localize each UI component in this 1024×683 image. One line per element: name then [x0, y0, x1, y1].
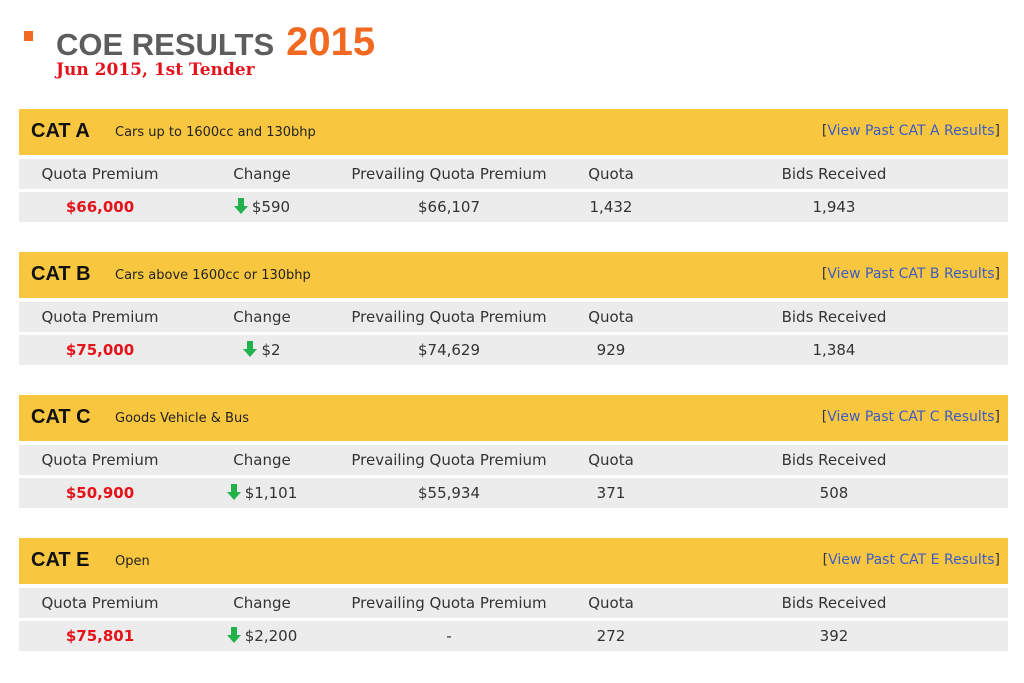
column-labels-row: Quota Premium Change Prevailing Quota Pr…: [19, 159, 1008, 189]
bids-received-value: 1,943: [812, 198, 856, 216]
prevailing-quota-premium-value: $55,934: [417, 484, 481, 502]
change-cell: $590: [181, 192, 343, 222]
category-panel-c: CAT C Goods Vehicle & Bus [View Past CAT…: [19, 395, 1008, 508]
category-panel-b: CAT B Cars above 1600cc or 130bhp [View …: [19, 252, 1008, 365]
prevailing-quota-premium-value: $74,629: [417, 341, 481, 359]
category-description: Cars above 1600cc or 130bhp: [115, 268, 311, 283]
values-row: $50,900 $1,101 $55,934 371 508: [19, 478, 1008, 508]
past-results-link-wrapper: [View Past CAT A Results]: [821, 123, 1000, 139]
quota-premium-value: $66,000: [65, 198, 135, 216]
quota-premium-value: $75,801: [65, 627, 135, 645]
quota-label: Quota: [588, 594, 634, 612]
prevailing-quota-premium-value: $66,107: [417, 198, 481, 216]
category-header: CAT C Goods Vehicle & Bus [View Past CAT…: [19, 395, 1008, 441]
change-value: $590: [251, 198, 291, 216]
bids-received-label: Bids Received: [781, 308, 887, 326]
quota-value: 272: [596, 627, 626, 645]
prevailing-quota-premium-label: Prevailing Quota Premium: [351, 165, 547, 183]
prevailing-quota-premium-label: Prevailing Quota Premium: [351, 451, 547, 469]
column-labels-row: Quota Premium Change Prevailing Quota Pr…: [19, 445, 1008, 475]
page-title-year: 2015: [286, 20, 376, 64]
quota-value: 1,432: [589, 198, 633, 216]
square-bullet-icon: [24, 31, 33, 41]
tender-subtitle: Jun 2015, 1st Tender: [56, 60, 255, 80]
category-code: CAT A: [31, 120, 90, 142]
quota-premium-label: Quota Premium: [41, 451, 159, 469]
quota-premium-value: $50,900: [65, 484, 135, 502]
quota-value: 371: [596, 484, 626, 502]
category-panel-e: CAT E Open [View Past CAT E Results] Quo…: [19, 538, 1008, 651]
prevailing-quota-premium-value: -: [446, 627, 452, 645]
change-cell: $1,101: [181, 478, 343, 508]
category-panel-a: CAT A Cars up to 1600cc and 130bhp [View…: [19, 109, 1008, 222]
quota-label: Quota: [588, 165, 634, 183]
quota-value: 929: [596, 341, 626, 359]
bids-received-label: Bids Received: [781, 451, 887, 469]
bids-received-value: 1,384: [812, 341, 856, 359]
bids-received-label: Bids Received: [781, 165, 887, 183]
page-title: COE RESULTS 2015: [56, 20, 375, 65]
bids-received-value: 508: [819, 484, 849, 502]
view-past-cat-c-results-link[interactable]: View Past CAT C Results: [827, 409, 995, 425]
change-label: Change: [233, 594, 291, 612]
past-results-link-wrapper: [View Past CAT E Results]: [822, 552, 1000, 568]
change-label: Change: [233, 308, 291, 326]
arrow-down-icon: [233, 198, 248, 214]
column-labels-row: Quota Premium Change Prevailing Quota Pr…: [19, 302, 1008, 332]
bids-received-label: Bids Received: [781, 594, 887, 612]
view-past-cat-b-results-link[interactable]: View Past CAT B Results: [827, 266, 995, 282]
category-description: Open: [115, 554, 150, 569]
arrow-down-icon: [226, 627, 241, 643]
quota-premium-label: Quota Premium: [41, 594, 159, 612]
category-code: CAT C: [31, 406, 91, 428]
category-description: Cars up to 1600cc and 130bhp: [115, 125, 316, 140]
prevailing-quota-premium-label: Prevailing Quota Premium: [351, 594, 547, 612]
change-value: $1,101: [244, 484, 298, 502]
column-labels-row: Quota Premium Change Prevailing Quota Pr…: [19, 588, 1008, 618]
category-header: CAT A Cars up to 1600cc and 130bhp [View…: [19, 109, 1008, 155]
view-past-cat-e-results-link[interactable]: View Past CAT E Results: [828, 552, 995, 568]
arrow-down-icon: [243, 341, 258, 357]
quota-label: Quota: [588, 451, 634, 469]
quota-premium-label: Quota Premium: [41, 308, 159, 326]
values-row: $75,000 $2 $74,629 929 1,384: [19, 335, 1008, 365]
change-cell: $2: [181, 335, 343, 365]
category-description: Goods Vehicle & Bus: [115, 411, 249, 426]
values-row: $66,000 $590 $66,107 1,432 1,943: [19, 192, 1008, 222]
arrow-down-icon: [226, 484, 241, 500]
page-title-main: COE RESULTS: [56, 27, 275, 62]
category-header: CAT E Open [View Past CAT E Results]: [19, 538, 1008, 584]
past-results-link-wrapper: [View Past CAT B Results]: [821, 266, 1000, 282]
change-value: $2: [261, 341, 281, 359]
quota-label: Quota: [588, 308, 634, 326]
quota-premium-value: $75,000: [65, 341, 135, 359]
prevailing-quota-premium-label: Prevailing Quota Premium: [351, 308, 547, 326]
past-results-link-wrapper: [View Past CAT C Results]: [821, 409, 1000, 425]
category-code: CAT E: [31, 549, 90, 571]
view-past-cat-a-results-link[interactable]: View Past CAT A Results: [827, 123, 995, 139]
change-label: Change: [233, 165, 291, 183]
change-value: $2,200: [244, 627, 298, 645]
category-header: CAT B Cars above 1600cc or 130bhp [View …: [19, 252, 1008, 298]
quota-premium-label: Quota Premium: [41, 165, 159, 183]
change-cell: $2,200: [181, 621, 343, 651]
category-code: CAT B: [31, 263, 91, 285]
change-label: Change: [233, 451, 291, 469]
values-row: $75,801 $2,200 - 272 392: [19, 621, 1008, 651]
bids-received-value: 392: [819, 627, 849, 645]
